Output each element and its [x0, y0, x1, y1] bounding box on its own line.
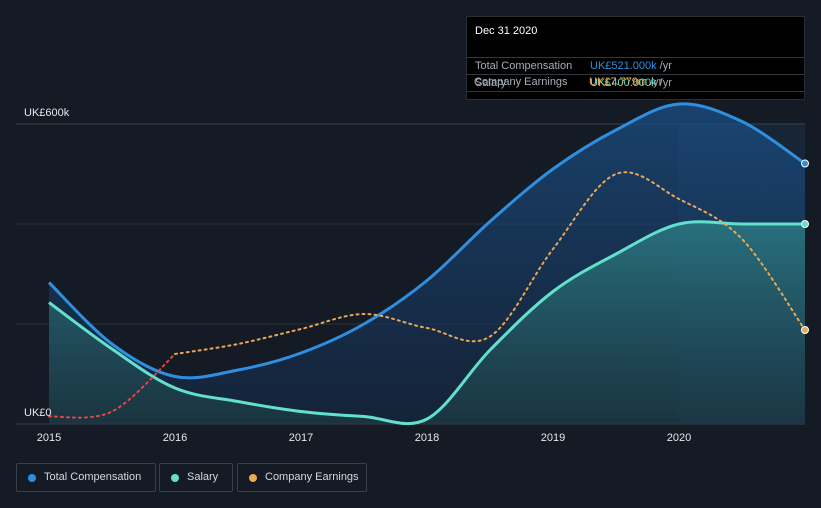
legend-label: Total Compensation [44, 471, 142, 483]
legend-total-compensation[interactable]: Total Compensation [16, 463, 156, 492]
tooltip-date: Dec 31 2020 [475, 25, 538, 37]
tooltip-value: UK£400.000k/yr [590, 77, 672, 89]
tooltip-row-earnings-text: Company Earnings UK£7.779m/yr [466, 74, 805, 91]
legend-dot-icon [28, 474, 36, 482]
y-tick-label-bottom: UK£0 [24, 407, 52, 419]
salary-point [801, 220, 809, 228]
x-tick-label: 2020 [667, 432, 691, 444]
tooltip-row-company-earnings [467, 91, 804, 101]
tooltip-value: UK£7.779m/yr [589, 76, 662, 88]
x-tick-label: 2018 [415, 432, 439, 444]
x-tick-label: 2017 [289, 432, 313, 444]
tooltip-value-text: UK£521.000k [590, 60, 657, 72]
legend-company-earnings[interactable]: Company Earnings [237, 463, 367, 492]
legend-salary[interactable]: Salary [159, 463, 233, 492]
tooltip-unit: /yr [659, 60, 672, 72]
salary-line [48, 220, 805, 426]
company-earnings-point [801, 326, 809, 334]
x-tick-label: 2015 [37, 432, 61, 444]
tooltip-row-total-compensation: Total Compensation UK£521.000k/yr [467, 57, 804, 75]
tooltip-unit: /yr [659, 77, 672, 89]
tooltip-value: UK£521.000k/yr [590, 60, 672, 72]
tooltip-label: Total Compensation [475, 60, 573, 72]
tooltip-value-text: UK£400.000k [590, 77, 657, 89]
y-tick-label-top: UK£600k [24, 107, 70, 119]
legend-label: Salary [187, 471, 219, 483]
x-tick-label: 2016 [163, 432, 187, 444]
x-tick-label: 2019 [541, 432, 565, 444]
tooltip: Dec 31 2020 Total Compensation UK£521.00… [466, 16, 805, 100]
tooltip-value-text: UK£7.779m [589, 76, 648, 88]
total-compensation-line [47, 102, 806, 380]
legend-label: Company Earnings [265, 471, 359, 483]
company-earnings-line [174, 171, 806, 355]
legend-dot-icon [171, 474, 179, 482]
salary-area [49, 221, 805, 424]
tooltip-label: Company Earnings [474, 76, 568, 88]
total-compensation-point [801, 159, 809, 168]
tooltip-unit: /yr [650, 76, 663, 88]
tooltip-row-salary: Salary UK£400.000k/yr [467, 74, 804, 92]
tooltip-label: Salary [475, 77, 507, 89]
legend-dot-icon [249, 474, 257, 482]
